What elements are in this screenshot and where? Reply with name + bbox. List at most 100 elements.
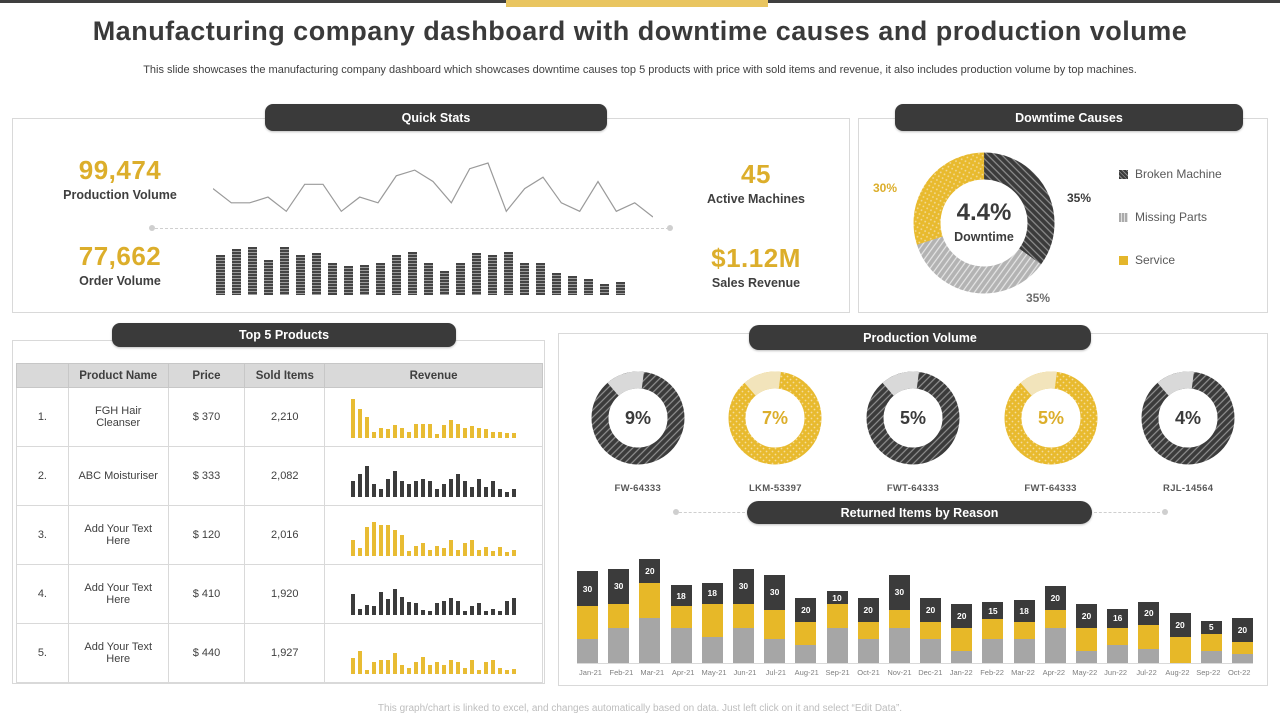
revenue-bar xyxy=(421,478,426,497)
revenue-bar xyxy=(484,486,489,497)
bar-value-label: 20 xyxy=(1050,593,1061,604)
gauge-machine-label: FWT-64333 xyxy=(886,483,940,494)
order-volume-bar xyxy=(264,259,273,295)
machine-gauge-fwt-64333[interactable]: 5% FWT-64333 xyxy=(983,366,1119,494)
gauge-ring-svg: 5% xyxy=(866,371,960,465)
revenue-sparkline[interactable] xyxy=(329,455,538,497)
month-label: Jul-22 xyxy=(1136,668,1157,677)
col-rank xyxy=(16,363,69,388)
top-products-header-label: Top 5 Products xyxy=(238,328,330,342)
revenue-bar xyxy=(372,431,377,438)
row-rank: 4. xyxy=(16,564,69,624)
revenue-bar xyxy=(512,549,517,556)
revenue-bar xyxy=(393,425,398,438)
order-volume-label: Order Volume xyxy=(79,274,161,288)
revenue-bar xyxy=(463,667,468,674)
revenue-bar xyxy=(463,481,468,497)
revenue-bar xyxy=(442,600,447,615)
stacked-bar-sep-22: 5 xyxy=(1200,620,1222,663)
month-label: Dec-21 xyxy=(918,668,943,677)
revenue-bar xyxy=(358,409,363,438)
bar-value-label: 20 xyxy=(957,610,967,621)
downtime-donut-chart[interactable]: 4.4% Downtime xyxy=(906,145,1062,306)
revenue-bar xyxy=(400,481,405,497)
row-rank: 1. xyxy=(16,387,69,447)
revenue-sparkline[interactable] xyxy=(329,573,538,615)
quick-stats-header: Quick Stats xyxy=(265,104,607,131)
order-volume-bar xyxy=(312,253,321,295)
revenue-sparkline[interactable] xyxy=(329,514,538,556)
revenue-bar xyxy=(414,545,419,556)
revenue-bar xyxy=(449,478,454,497)
month-label: Jun-21 xyxy=(733,668,757,677)
bar-value-label: 20 xyxy=(1144,608,1154,619)
bar-value-label: 5 xyxy=(1208,622,1214,633)
stacked-bar-dec-21: 20 xyxy=(920,598,942,663)
revenue-sparkline[interactable] xyxy=(329,396,538,438)
revenue-bar xyxy=(400,596,405,615)
revenue-bar xyxy=(449,659,454,674)
production-trend-chart[interactable] xyxy=(212,155,654,228)
month-label: Nov-21 xyxy=(887,668,912,677)
returned-items-header-label: Returned Items by Reason xyxy=(840,505,999,520)
revenue-bar xyxy=(498,489,503,497)
legend-swatch xyxy=(1119,212,1128,222)
revenue-bar xyxy=(477,549,482,556)
machine-gauge-fw-64333[interactable]: 9% FW-64333 xyxy=(570,366,706,494)
revenue-bar xyxy=(407,550,412,556)
row-sold: 1,920 xyxy=(244,564,326,624)
gauge-machine-label: FW-64333 xyxy=(614,483,662,494)
legend-label: Missing Parts xyxy=(1135,210,1208,224)
col-sold-items: Sold Items xyxy=(244,363,326,388)
revenue-bar xyxy=(449,419,454,438)
gauge-machine-label: RJL-14564 xyxy=(1163,483,1214,494)
bar-value-label: 30 xyxy=(582,583,593,594)
order-volume-chart[interactable] xyxy=(216,243,625,295)
returned-items-chart[interactable]: 30 30 20 18 18 30 30 20 10 20 30 20 20 xyxy=(577,526,1253,677)
revenue-bar xyxy=(477,670,482,674)
row-sold: 2,082 xyxy=(244,446,326,506)
stacked-bar-jun-22: 16 xyxy=(1107,608,1129,663)
month-label: Jun-22 xyxy=(1104,668,1128,677)
col-price: Price xyxy=(167,363,246,388)
bar-value-label: 20 xyxy=(1081,610,1092,621)
revenue-bar xyxy=(505,600,510,615)
products-table[interactable]: Product Name Price Sold Items Revenue 1.… xyxy=(16,363,543,683)
machine-gauge-lkm-53397[interactable]: 7% LKM-53397 xyxy=(707,366,843,494)
revenue-bar xyxy=(414,662,419,674)
machine-gauge-rjl-14564[interactable]: 4% RJL-14564 xyxy=(1120,366,1256,494)
bar-value-label: 30 xyxy=(894,587,905,598)
production-trend-svg xyxy=(212,162,654,218)
top-products-header: Top 5 Products xyxy=(112,323,456,347)
stacked-bar-feb-21: 30 xyxy=(608,568,630,663)
row-product-name: FGH Hair Cleanser xyxy=(67,387,169,447)
stacked-bar-jun-21: 30 xyxy=(732,568,754,663)
revenue-bar xyxy=(372,522,377,556)
month-label: Aug-22 xyxy=(1165,668,1190,677)
quick-stats-header-label: Quick Stats xyxy=(401,110,471,125)
revenue-bar xyxy=(449,540,454,556)
production-volume-header: Production Volume xyxy=(749,325,1091,350)
machine-gauge-fwt-64333[interactable]: 5% FWT-64333 xyxy=(845,366,981,494)
bar-value-label: 20 xyxy=(1237,624,1248,635)
month-label: May-21 xyxy=(701,668,727,677)
order-volume-bar xyxy=(568,275,577,295)
revenue-bar xyxy=(400,535,405,556)
stacked-bar-oct-21: 20 xyxy=(857,598,879,663)
machine-gauges[interactable]: 9% FW-64333 7% LKM-53397 5% FWT-64333 5%… xyxy=(569,366,1257,494)
row-sold: 2,016 xyxy=(244,505,326,565)
revenue-bar xyxy=(358,650,363,674)
revenue-sparkline[interactable] xyxy=(329,632,538,674)
svg-text:5%: 5% xyxy=(900,408,926,428)
row-rank: 5. xyxy=(16,623,69,683)
stacked-bar-mar-21: 20 xyxy=(639,559,661,663)
order-volume-bar xyxy=(616,282,625,295)
gauge-ring-svg: 7% xyxy=(728,371,822,465)
revenue-bar xyxy=(442,548,447,556)
svg-text:5%: 5% xyxy=(1038,408,1064,428)
revenue-bar xyxy=(477,427,482,438)
month-label: May-22 xyxy=(1072,668,1098,677)
revenue-bar xyxy=(477,603,482,615)
revenue-bar xyxy=(463,611,468,615)
